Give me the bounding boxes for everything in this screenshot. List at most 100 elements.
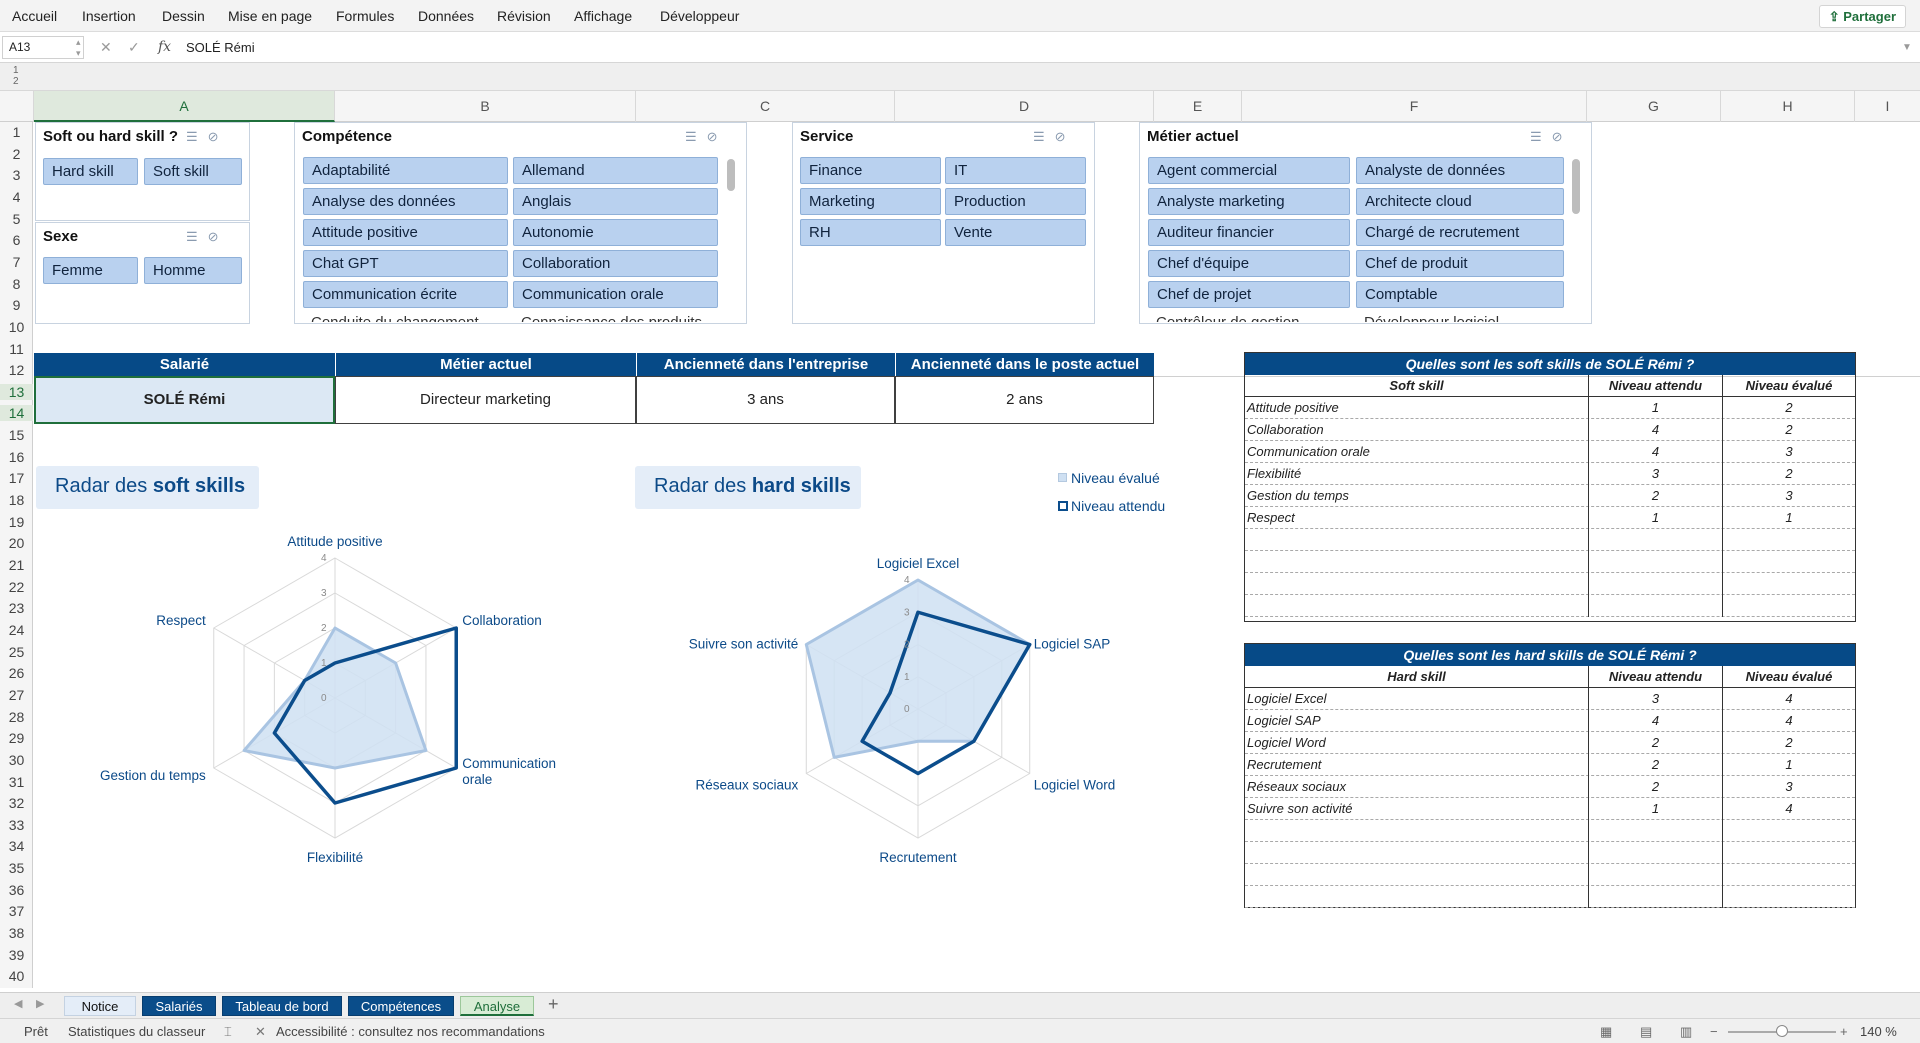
clear-filter-icon[interactable]: ⊘ [1054, 129, 1076, 144]
clear-filter-icon[interactable]: ⊘ [207, 229, 229, 244]
employee-name-cell[interactable]: SOLÉ Rémi [34, 376, 335, 424]
row-header[interactable]: 12 [8, 362, 25, 379]
row-header[interactable]: 4 [12, 188, 21, 205]
slicer-item-rh[interactable]: RH [800, 219, 941, 246]
clear-filter-icon[interactable]: ⊘ [706, 129, 728, 144]
skill-name-cell[interactable]: Recrutement [1245, 754, 1589, 776]
evaluated-level-cell[interactable]: 2 [1785, 466, 1793, 481]
row-header[interactable]: 16 [8, 448, 25, 465]
tab-analyse[interactable]: Analyse [460, 996, 534, 1016]
row-header[interactable]: 13 [0, 383, 33, 400]
skill-name-cell[interactable]: Respect [1245, 507, 1589, 529]
slicer-item-partial[interactable]: Développeur logiciel [1364, 314, 1554, 322]
workbook-stats-button[interactable]: Statistiques du classeur [68, 1024, 206, 1039]
evaluated-level-cell[interactable] [1723, 864, 1855, 886]
series-expected[interactable] [860, 610, 1032, 776]
soft-radar-title[interactable]: Radar des soft skills [36, 466, 259, 509]
series-evaluated[interactable] [804, 578, 1032, 759]
row-header[interactable]: 20 [8, 535, 25, 552]
slicer-scrollbar[interactable] [727, 159, 735, 191]
expected-level-cell[interactable] [1589, 842, 1723, 864]
function-icon[interactable]: fx [158, 39, 172, 55]
tab-notice[interactable]: Notice [64, 996, 136, 1016]
column-header-h[interactable]: H [1721, 91, 1855, 122]
column-header-d[interactable]: D [895, 91, 1154, 122]
expand-formula-icon[interactable]: ▼ [1902, 42, 1912, 53]
expected-level-cell[interactable] [1589, 573, 1723, 595]
add-sheet-icon[interactable]: + [548, 994, 559, 1014]
row-header[interactable]: 37 [8, 903, 25, 920]
evaluated-level-cell[interactable] [1723, 573, 1855, 595]
evaluated-level-cell[interactable]: 3 [1785, 444, 1793, 459]
menu-mise-en-page[interactable]: Mise en page [228, 8, 313, 24]
accessibility-icon[interactable]: ✕ [255, 1024, 266, 1039]
slicer-item[interactable]: Analyste de données [1356, 157, 1564, 184]
slicer-scrollbar[interactable] [1572, 159, 1580, 214]
tab-competences[interactable]: Compétences [348, 996, 454, 1016]
slicer-item-hard-skill[interactable]: Hard skill [43, 158, 138, 185]
row-header[interactable]: 6 [12, 232, 21, 249]
evaluated-level-cell[interactable] [1723, 529, 1855, 551]
clear-filter-icon[interactable]: ⊘ [207, 129, 229, 144]
row-header[interactable]: 3 [12, 167, 21, 184]
row-header[interactable]: 31 [8, 773, 25, 790]
slicer-item[interactable]: Analyste marketing [1148, 188, 1350, 215]
slicer-item[interactable]: Chef de produit [1356, 250, 1564, 277]
slicer-item[interactable]: Chef d'équipe [1148, 250, 1350, 277]
slicer-item[interactable]: Communication écrite [303, 281, 508, 308]
expected-level-cell[interactable] [1589, 864, 1723, 886]
next-sheet-icon[interactable]: ▶ [36, 998, 45, 1010]
evaluated-level-cell[interactable]: 4 [1785, 713, 1793, 728]
menu-formules[interactable]: Formules [336, 8, 395, 24]
expected-level-cell[interactable] [1589, 595, 1723, 617]
expected-level-cell[interactable]: 4 [1589, 419, 1723, 441]
employee-position-seniority-cell[interactable]: 2 ans [895, 376, 1154, 424]
skill-name-cell[interactable] [1245, 842, 1589, 864]
row-header[interactable]: 33 [8, 816, 25, 833]
evaluated-level-cell[interactable] [1723, 842, 1855, 864]
menu-accueil[interactable]: Accueil [12, 8, 58, 24]
multi-select-icon[interactable]: ☰ [1033, 129, 1055, 144]
expected-level-cell[interactable]: 3 [1589, 688, 1723, 710]
row-header[interactable]: 27 [8, 686, 25, 703]
evaluated-level-cell[interactable] [1723, 595, 1855, 617]
slicer-item-partial[interactable]: Conduite du changement [311, 314, 501, 322]
evaluated-level-cell[interactable] [1723, 820, 1855, 842]
evaluated-level-cell[interactable]: 4 [1785, 801, 1793, 816]
row-header[interactable]: 34 [8, 838, 25, 855]
skill-name-cell[interactable] [1245, 551, 1589, 573]
evaluated-level-cell[interactable]: 2 [1785, 422, 1793, 437]
menu-insertion[interactable]: Insertion [82, 8, 136, 24]
expected-level-cell[interactable] [1589, 886, 1723, 908]
slicer-item[interactable]: Adaptabilité [303, 157, 508, 184]
outline-level-1[interactable]: 1 [13, 65, 19, 76]
hard-skills-radar-chart[interactable]: 0 1 2 3 4 Logiciel Excel Logiciel SAP Logiciel … [650, 530, 1170, 900]
slicer-item[interactable]: Collaboration [513, 250, 718, 277]
slicer-item-marketing[interactable]: Marketing [800, 188, 941, 215]
row-header[interactable]: 32 [8, 795, 25, 812]
slicer-item[interactable]: Allemand [513, 157, 718, 184]
row-header[interactable]: 29 [8, 730, 25, 747]
previous-sheet-icon[interactable]: ◀ [14, 998, 23, 1010]
row-header[interactable]: 22 [8, 578, 25, 595]
column-header-a[interactable]: A [34, 91, 335, 122]
row-header[interactable]: 2 [12, 145, 21, 162]
menu-developpeur[interactable]: Développeur [660, 8, 740, 24]
menu-affichage[interactable]: Affichage [574, 8, 633, 24]
expected-level-cell[interactable] [1589, 551, 1723, 573]
slicer-item[interactable]: Agent commercial [1148, 157, 1350, 184]
row-header[interactable]: 10 [8, 318, 25, 335]
slicer-item[interactable]: Anglais [513, 188, 718, 215]
row-header[interactable]: 17 [8, 470, 25, 487]
expected-level-cell[interactable]: 4 [1589, 710, 1723, 732]
row-header[interactable]: 40 [8, 968, 25, 985]
employee-company-seniority-cell[interactable]: 3 ans [636, 376, 895, 424]
expected-level-cell[interactable]: 1 [1589, 397, 1723, 419]
slicer-item[interactable]: Chef de projet [1148, 281, 1350, 308]
expected-level-cell[interactable]: 2 [1589, 732, 1723, 754]
tab-salaries[interactable]: Salariés [142, 996, 216, 1016]
skill-name-cell[interactable] [1245, 573, 1589, 595]
multi-select-icon[interactable]: ☰ [1530, 129, 1552, 144]
row-header[interactable]: 7 [12, 253, 21, 270]
evaluated-level-cell[interactable]: 3 [1785, 488, 1793, 503]
